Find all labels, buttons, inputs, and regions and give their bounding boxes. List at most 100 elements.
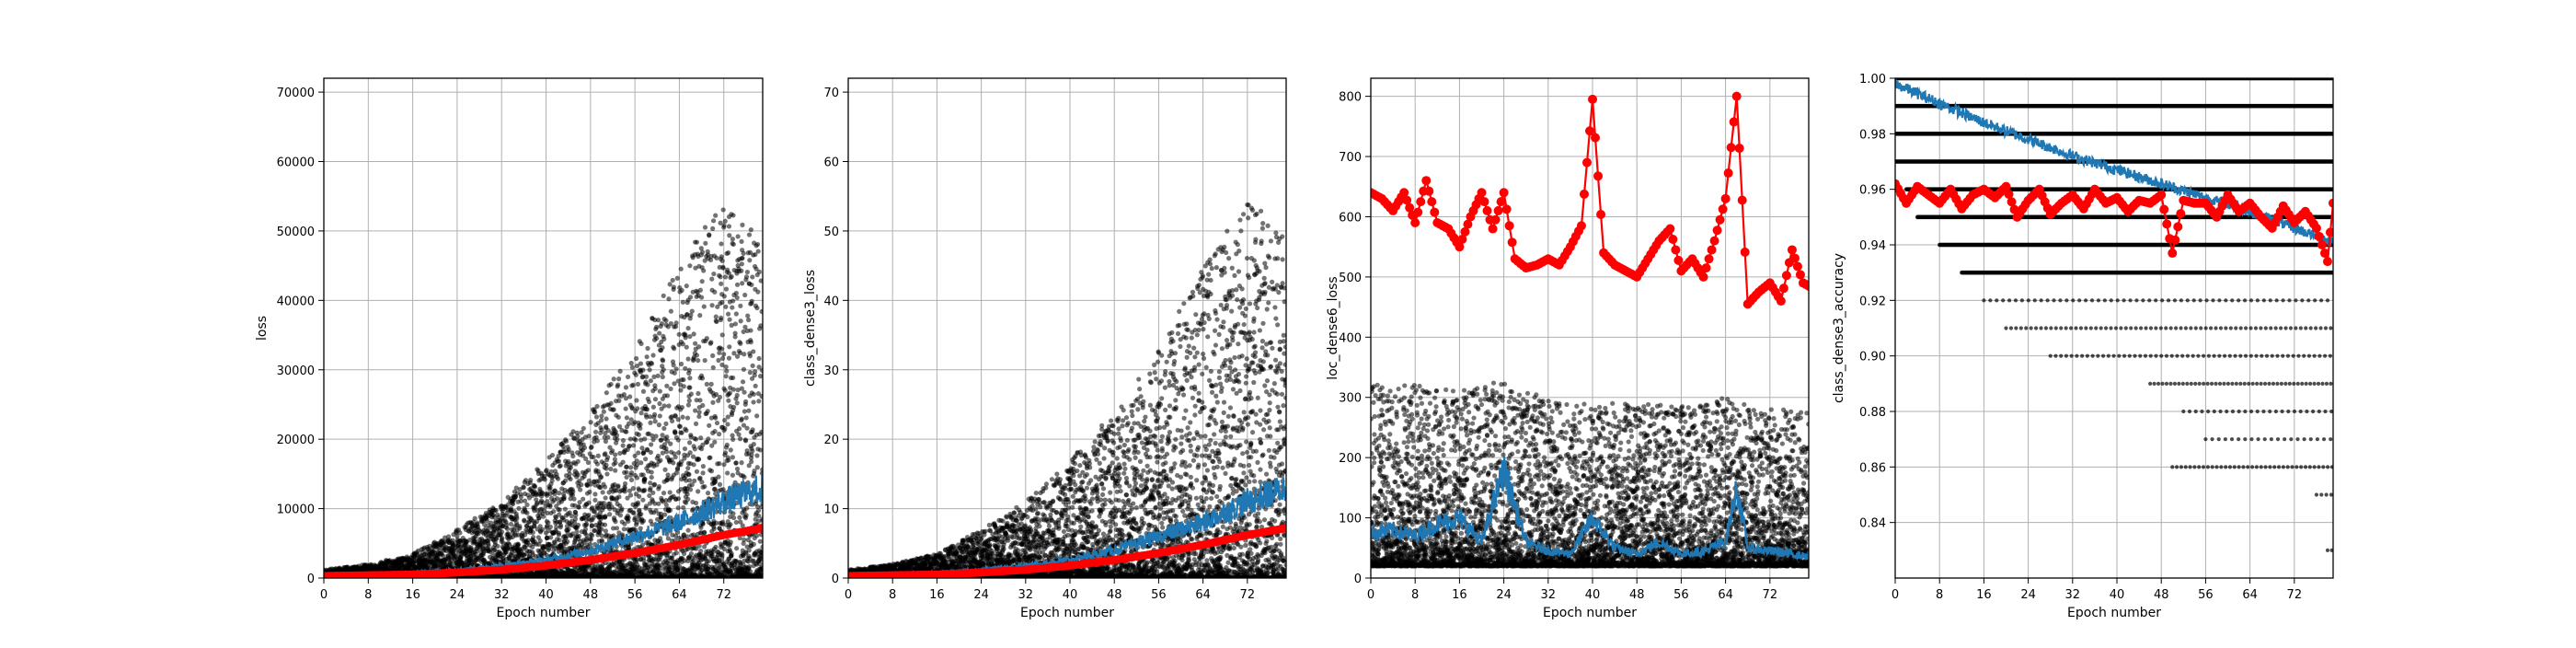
- scatter-point: [638, 460, 643, 465]
- scatter-point: [650, 353, 655, 357]
- scatter-point: [662, 512, 667, 516]
- scatter-point: [577, 534, 581, 538]
- scatter-point: [604, 390, 609, 395]
- scatter-point: [629, 361, 634, 365]
- scatter-point: [565, 539, 569, 544]
- scatter-point: [664, 434, 669, 439]
- scatter-point: [648, 486, 652, 491]
- scatter-point: [649, 378, 653, 383]
- scatter-point: [621, 438, 626, 443]
- scatter-point: [660, 345, 664, 350]
- scatter-point: [651, 405, 656, 410]
- scatter-point: [661, 337, 666, 341]
- scatter-point: [500, 529, 504, 534]
- scatter-point: [645, 346, 650, 351]
- scatter-point: [595, 438, 600, 443]
- scatter-point: [657, 484, 661, 489]
- scatter-point: [604, 466, 608, 470]
- scatter-point: [571, 497, 576, 502]
- scatter-point: [636, 382, 640, 387]
- scatter-point: [649, 450, 653, 455]
- scatter-point: [604, 471, 609, 476]
- scatter-point: [528, 478, 533, 482]
- scatter-point: [514, 516, 519, 521]
- scatter-point: [531, 530, 535, 535]
- scatter-point: [576, 472, 581, 477]
- scatter-point: [612, 407, 616, 411]
- scatter-point: [636, 450, 640, 455]
- scatter-point: [541, 515, 546, 519]
- scatter-point: [590, 524, 594, 528]
- scatter-point: [663, 422, 668, 426]
- scatter-point: [573, 513, 578, 517]
- scatter-point: [524, 511, 529, 515]
- scatter-point: [665, 393, 670, 398]
- scatter-point: [568, 477, 572, 481]
- scatter-point: [666, 296, 671, 301]
- scatter-point: [631, 383, 636, 388]
- scatter-point: [602, 410, 606, 414]
- scatter-point: [661, 367, 666, 372]
- scatter-point: [589, 420, 593, 424]
- scatter-point: [638, 512, 643, 516]
- scatter-point: [609, 401, 614, 406]
- scatter-point: [593, 430, 598, 434]
- scatter-point: [624, 430, 628, 434]
- scatter-point: [610, 448, 615, 453]
- scatter-point: [613, 460, 617, 465]
- scatter-point: [664, 449, 669, 454]
- scatter-point: [612, 376, 616, 381]
- scatter-point: [599, 418, 604, 422]
- scatter-point: [605, 455, 610, 459]
- scatter-point: [625, 415, 629, 420]
- scatter-point: [592, 498, 597, 503]
- scatter-point: [624, 475, 628, 480]
- scatter-point: [558, 463, 563, 468]
- scatter-point: [645, 407, 650, 411]
- scatter-point: [594, 404, 599, 409]
- scatter-point: [495, 544, 500, 549]
- scatter-point: [616, 399, 621, 403]
- scatter-point: [586, 468, 591, 472]
- scatter-point: [637, 494, 641, 499]
- scatter-point: [555, 496, 559, 501]
- scatter-point: [650, 522, 654, 526]
- scatter-point: [624, 465, 628, 469]
- scatter-point: [457, 530, 462, 535]
- scatter-point: [557, 531, 561, 536]
- scatter-point: [570, 490, 575, 494]
- scatter-point: [653, 434, 658, 438]
- scatter-point: [665, 472, 670, 477]
- scatter-point: [576, 523, 581, 527]
- scatter-point: [494, 508, 499, 513]
- scatter-point: [627, 515, 631, 520]
- scatter-point: [635, 475, 639, 480]
- scatter-point: [629, 478, 634, 482]
- scatter-point: [562, 496, 567, 501]
- scatter-point: [627, 422, 631, 426]
- scatter-point: [557, 491, 561, 495]
- scatter-point: [664, 503, 669, 507]
- scatter-point: [604, 514, 608, 518]
- scatter-point: [649, 442, 653, 446]
- scatter-point: [533, 484, 537, 489]
- scatter-point: [517, 526, 522, 530]
- scatter-point: [656, 374, 661, 378]
- scatter-point: [618, 513, 623, 517]
- scatter-point: [604, 439, 608, 444]
- scatter-point: [642, 436, 647, 441]
- scatter-point: [661, 491, 666, 495]
- scatter-point: [524, 503, 529, 507]
- scatter-point: [666, 403, 671, 408]
- scatter-point: [650, 361, 654, 365]
- scatter-point: [522, 518, 526, 523]
- scatter-point: [586, 513, 591, 517]
- scatter-point: [658, 458, 662, 463]
- scatter-points: [321, 207, 765, 580]
- scatter-point: [556, 477, 560, 481]
- scatter-point: [640, 367, 645, 372]
- scatter-point: [586, 460, 591, 465]
- scatter-point: [603, 522, 607, 526]
- scatter-point: [638, 422, 643, 427]
- scatter-point: [656, 318, 661, 322]
